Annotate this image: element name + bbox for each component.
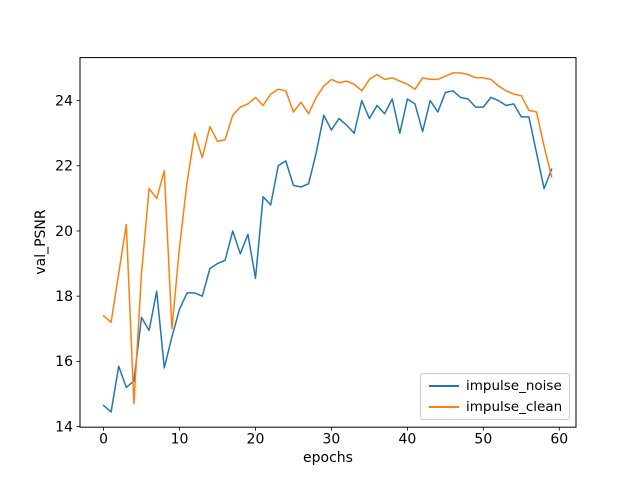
x-tick-label: 60 [550, 432, 568, 448]
y-tick-label: 14 [55, 419, 73, 435]
x-tick-label: 0 [99, 432, 108, 448]
y-tick-label: 16 [55, 354, 73, 370]
legend-line-sample-blue [429, 385, 459, 387]
y-tick-label: 20 [55, 224, 73, 240]
x-tick-label: 40 [398, 432, 416, 448]
series-line-impulse_noise [102, 90, 553, 413]
series-line-impulse_clean [102, 72, 553, 405]
x-tick-label: 20 [247, 432, 265, 448]
legend-entry-impulse-clean: impulse_clean [429, 399, 569, 416]
y-tick-label: 18 [55, 289, 73, 305]
y-tick-label: 22 [55, 159, 73, 175]
x-axis-label: epochs [303, 450, 353, 466]
x-tick-label: 10 [171, 432, 189, 448]
legend-entry-impulse-noise: impulse_noise [429, 378, 569, 395]
legend-label: impulse_noise [466, 377, 562, 394]
legend: impulse_noise impulse_clean [420, 373, 570, 420]
x-tick-label: 50 [474, 432, 492, 448]
y-tick-label: 24 [55, 93, 73, 109]
legend-label: impulse_clean [466, 398, 563, 415]
y-axis-label: val_PSNR [33, 209, 49, 275]
x-tick-label: 30 [323, 432, 341, 448]
axes-frame [79, 57, 577, 428]
legend-line-sample-orange [429, 406, 459, 408]
